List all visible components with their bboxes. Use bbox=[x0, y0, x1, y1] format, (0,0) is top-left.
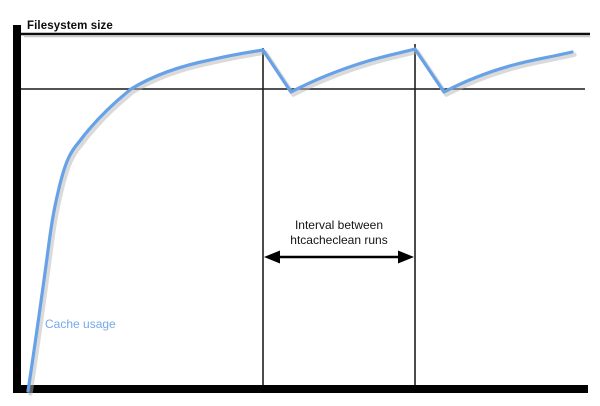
y-axis-bar bbox=[13, 25, 21, 393]
interval-arrow-left-head bbox=[264, 250, 280, 264]
interval-arrow-right-head bbox=[398, 250, 414, 264]
cache-usage-curve bbox=[26, 47, 574, 393]
interval-label-line1: Interval between bbox=[295, 218, 383, 232]
filesystem-size-label: Filesystem size bbox=[27, 20, 113, 32]
x-axis-bar bbox=[13, 385, 588, 393]
cache-usage-label: Cache usage bbox=[45, 317, 116, 331]
cache-usage-curve-shadow bbox=[28, 49, 577, 396]
interval-label-line2: htcacheclean runs bbox=[290, 233, 387, 247]
